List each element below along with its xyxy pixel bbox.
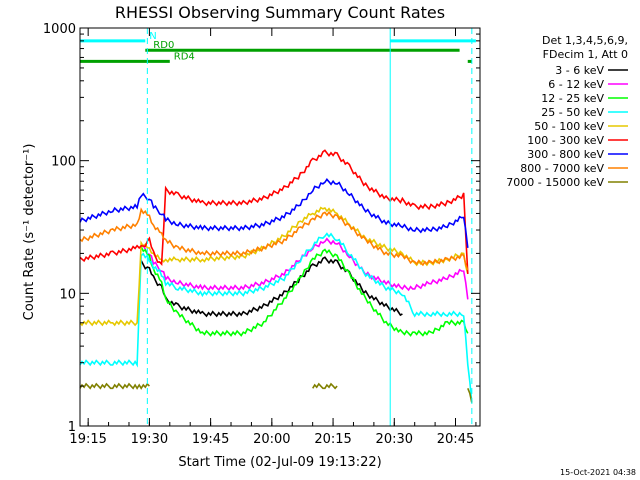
y-tick-label: 100	[51, 155, 76, 170]
chart-title: RHESSI Observing Summary Count Rates	[115, 3, 445, 22]
series-line-25-50-kev	[79, 232, 473, 403]
y-axis-label: Count Rate (s⁻¹ detector⁻¹)	[22, 144, 37, 321]
legend-label: 100 - 300 keV	[527, 134, 604, 147]
legend-label: 800 - 7000 keV	[520, 162, 604, 175]
legend-label: 7000 - 15000 keV	[506, 176, 604, 189]
legend: Det 1,3,4,5,6,9,FDecim 1, Att 0 3 - 6 keV…	[506, 34, 628, 189]
series-group	[79, 149, 473, 403]
flag-label-rd0: RD0	[153, 40, 174, 51]
x-tick-label: 20:30	[376, 432, 413, 447]
x-tick-label: 20:00	[253, 432, 290, 447]
night-markers	[146, 28, 473, 426]
series-line-3-6-kev	[140, 256, 403, 318]
legend-label: 25 - 50 keV	[541, 106, 604, 119]
legend-header: Det 1,3,4,5,6,9,	[542, 34, 628, 47]
x-axis: 19:15 19:30 19:45 20:00 20:15 20:30 20:45	[69, 28, 477, 447]
x-tick-label: 19:15	[69, 432, 106, 447]
legend-label: 3 - 6 keV	[555, 64, 604, 77]
y-tick-label: 1000	[43, 22, 76, 37]
x-tick-label: 19:45	[192, 432, 229, 447]
x-tick-label: 20:15	[314, 432, 351, 447]
legend-label: 12 - 25 keV	[541, 92, 604, 105]
x-tick-label: 20:45	[437, 432, 474, 447]
series-line-7000-15000-kev	[312, 382, 338, 390]
y-axis: 1 10 100 1000	[43, 22, 480, 435]
x-tick-label: 19:30	[131, 432, 168, 447]
series-line-7000-15000-kev	[467, 388, 473, 403]
y-tick-label: 10	[59, 287, 76, 302]
plot-frame	[79, 27, 481, 427]
series-line-300-800-kev	[79, 177, 469, 248]
legend-label: 6 - 12 keV	[548, 78, 604, 91]
series-line-800-7000-kev	[79, 207, 469, 271]
legend-label: 300 - 800 keV	[527, 148, 604, 161]
series-line-100-300-kev	[79, 149, 469, 274]
x-axis-label: Start Time (02-Jul-09 19:13:22)	[178, 455, 381, 470]
series-line-7000-15000-kev	[79, 382, 150, 390]
series-line-50-100-kev	[79, 206, 469, 327]
footer-timestamp: 15-Oct-2021 04:38	[560, 468, 636, 477]
flag-label-rd4: RD4	[174, 51, 195, 62]
legend-header: FDecim 1, Att 0	[543, 48, 628, 61]
legend-label: 50 - 100 keV	[534, 120, 604, 133]
flag-label-n: N	[149, 31, 156, 42]
series-line-12-25-kev	[140, 246, 469, 337]
y-tick-label: 1	[68, 420, 76, 435]
